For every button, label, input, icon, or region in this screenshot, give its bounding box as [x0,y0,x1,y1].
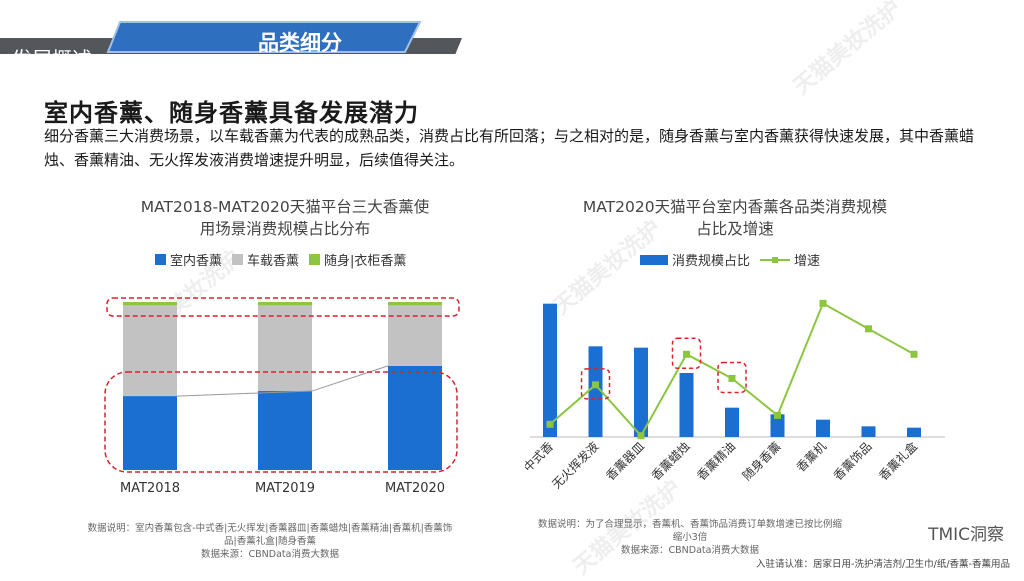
bar-segment [388,365,442,470]
bar-segment [388,302,442,306]
tick-label: 无火挥发液 [549,439,602,492]
header-bar [0,21,462,54]
bar-segment [123,305,177,397]
bar [588,346,603,437]
legend-label: 增速 [794,254,821,269]
highlight-box [717,361,747,394]
bar [634,347,648,437]
bar [861,426,876,437]
chart1-title-line: 用场景消费规模占比分布 [199,220,371,238]
tick-label: 中式香 [525,439,556,475]
legend-item: 消费规模占比 [640,250,750,269]
source-line: 数据来源：CBNData消费大数据 [201,549,339,560]
legend-swatch [232,254,244,265]
footer-text: 入驻请认准：居家日用-洗护清洁剂/卫生巾/纸/香薰-香薰用品 [756,559,1010,570]
bar [679,373,694,437]
tick-label: 随身香薰 [739,439,784,484]
bar-segment [258,391,312,470]
highlight-box [580,368,611,400]
line-point [819,299,827,307]
line-point [592,381,599,389]
chart2-title-line: MAT2020天猫平台室内香薰各品类消费规模 [582,198,888,216]
chart1-legend: 室内香薰 车载香薰 随身|衣柜香薰 [155,250,416,269]
bar-segment [388,305,442,366]
section-tag: 发展概述 [12,47,92,71]
tick-label: 香薰器皿 [603,439,647,483]
connector-line [176,365,389,397]
chart1-notes: 数据说明：室内香薰包含-中式香|无火挥发|香薰器皿|香薰蜡烛|香薰精油|香薰机|… [60,522,480,561]
legend-swatch [155,254,166,265]
highlight-box [106,297,460,317]
legend-label: 消费规模占比 [672,254,751,269]
bar [725,407,739,437]
legend-label: 室内香薰 [170,254,223,269]
tick-label: 香薰机 [794,439,829,474]
bar [543,303,557,437]
bar-segment [258,305,312,392]
highlight-box [671,337,702,370]
chart1-title: MAT2018-MAT2020天猫平台三大香薰使 用场景消费规模占比分布 [95,196,475,240]
description: 细分香薰三大消费场景，以车载香薰为代表的成熟品类，消费占比有所回落；与之相对的是… [44,127,975,169]
source-line: 数据来源：CBNData消费大数据 [621,545,759,556]
legend-label: 随身|衣柜香薰 [324,254,407,269]
bar [816,419,830,437]
bar [770,414,785,437]
tick-label: MAT2020 [385,481,445,496]
tick-label: 香薰蜡烛 [649,439,693,483]
tick-label: MAT2018 [120,481,180,496]
legend-item: 车载香薰 [232,250,299,269]
brand-label: TMIC洞察 [928,525,1004,545]
tick-label: 香薰精油 [694,439,738,483]
note-line: 品|香薰礼盒|随身香薰 [224,536,316,547]
chart2-title-line: 占比及增速 [696,220,774,238]
line-point [637,432,645,440]
chart1-title-line: MAT2018-MAT2020天猫平台三大香薰使 [140,198,430,216]
tick-label: 香薰饰品 [831,439,875,483]
line-point [865,325,872,333]
legend-line-swatch [760,256,791,263]
tick-label: 香薰礼盒 [876,439,921,484]
note-line: 数据说明：室内香薰包含-中式香|无火挥发|香薰器皿|香薰蜡烛|香薰精油|香薰机|… [87,523,453,534]
legend-item: 增速 [760,250,820,269]
highlight-box [104,371,458,473]
line-point [683,350,690,358]
chart2-legend: 消费规模占比 增速 [640,250,830,269]
legend-swatch [640,254,668,265]
chart2-notes: 数据说明：为了合理显示，香薰机、香薰饰品消费订单数增速已按比例缩 缩小3倍 数据… [530,518,850,557]
bar-segment [123,396,177,470]
chart2-title: MAT2020天猫平台室内香薰各品类消费规模 占比及增速 [540,196,930,240]
chart1-plot: MAT2018 MAT2019 MAT2020 [104,297,460,496]
note-line: 数据说明：为了合理显示，香薰机、香薰饰品消费订单数增速已按比例缩 [537,519,842,530]
legend-item: 室内香薰 [155,250,222,269]
headline: 室内香薰、随身香薰具备发展潜力 [44,99,419,127]
line-point [910,350,918,358]
legend-label: 车载香薰 [247,254,300,269]
note-line: 缩小3倍 [672,532,708,543]
legend-swatch [309,254,321,265]
tick-label: MAT2019 [255,481,315,496]
line-point [728,374,736,382]
bar [907,427,921,437]
line-point [546,420,554,428]
legend-item: 随身|衣柜香薰 [309,250,406,269]
watermark-text: 天猫美妆洗护 [789,0,907,100]
bar-segment [258,302,312,306]
tab-title[interactable]: 品类细分 [258,31,342,55]
line-point [774,411,781,419]
bar-segment [123,302,177,306]
